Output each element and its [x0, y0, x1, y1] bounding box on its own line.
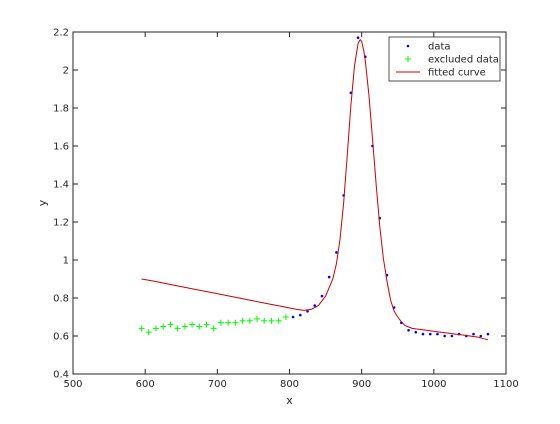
excluded-data-point — [181, 323, 188, 330]
series-fitted-curve — [141, 38, 489, 341]
data-point — [299, 313, 302, 317]
data-point — [313, 304, 317, 307]
y-tick-label: 1.4 — [53, 180, 69, 191]
data-point — [486, 332, 490, 336]
y-tick-label: 0.8 — [53, 294, 69, 305]
x-tick-label: 500 — [63, 379, 82, 390]
excluded-data-point — [275, 317, 282, 324]
data-point — [428, 332, 432, 336]
x-tick-label: 1000 — [421, 379, 446, 390]
excluded-data-point — [232, 319, 239, 326]
legend-dot-swatch — [406, 44, 410, 48]
data-point — [320, 294, 324, 298]
excluded-data-point — [203, 321, 210, 328]
data-point — [414, 330, 418, 334]
series-excluded-data — [138, 314, 289, 336]
series-layer — [138, 36, 490, 341]
legend-label: fitted curve — [428, 68, 486, 79]
excluded-data-point — [189, 321, 196, 328]
x-axis-label: x — [286, 394, 293, 407]
excluded-data-point — [210, 325, 217, 332]
legend-items: data excluded data fitted curve — [396, 42, 499, 79]
legend: data excluded data fitted curve — [388, 36, 501, 82]
excluded-data-point — [268, 317, 275, 324]
excluded-data-point — [138, 325, 145, 332]
legend-plus-swatch — [405, 56, 411, 62]
excluded-data-point — [239, 317, 246, 324]
x-axis-ticks: 500 600 700 800 900 1000 1100 — [63, 32, 519, 390]
legend-entry-fitted-curve: fitted curve — [396, 68, 486, 79]
excluded-data-point — [246, 317, 253, 324]
y-tick-label: 1.2 — [53, 218, 69, 229]
excluded-data-point — [160, 323, 167, 330]
x-tick-label: 700 — [208, 379, 227, 390]
data-point — [436, 332, 439, 336]
excluded-data-point — [167, 321, 174, 328]
x-tick-label: 1100 — [493, 379, 518, 390]
y-tick-label: 0.6 — [53, 332, 69, 343]
data-point — [356, 36, 360, 39]
x-tick-label: 900 — [352, 379, 371, 390]
data-point — [306, 310, 309, 313]
y-tick-label: 2.2 — [53, 28, 69, 39]
legend-entry-data: data — [406, 42, 451, 53]
y-tick-label: 1.8 — [53, 104, 69, 115]
data-point — [407, 329, 410, 332]
excluded-data-point — [174, 325, 181, 332]
x-tick-label: 600 — [136, 379, 155, 390]
data-point — [291, 315, 295, 319]
y-tick-label: 1 — [63, 256, 69, 267]
legend-label: data — [428, 42, 451, 53]
data-point — [450, 334, 454, 338]
data-point — [421, 332, 425, 336]
plot-background — [73, 32, 506, 374]
excluded-data-point — [217, 319, 224, 326]
excluded-data-point — [261, 317, 268, 324]
legend-label: excluded data — [428, 55, 499, 66]
y-axis-label: y — [36, 199, 49, 206]
y-axis-ticks: 0.4 0.6 0.8 1 1.2 1.4 1.6 1.8 2 2.2 — [53, 28, 506, 381]
excluded-data-point — [254, 315, 261, 322]
plot-area — [72, 31, 507, 375]
excluded-data-point — [196, 323, 203, 330]
legend-entry-excluded-data: excluded data — [405, 55, 499, 66]
data-point — [472, 332, 475, 336]
y-tick-label: 0.4 — [53, 370, 69, 381]
fitted-curve-line — [141, 38, 489, 341]
excluded-data-point — [152, 325, 159, 332]
y-tick-label: 1.6 — [53, 142, 69, 153]
excluded-data-point — [145, 329, 152, 336]
data-point — [479, 334, 483, 338]
excluded-data-point — [225, 319, 232, 326]
x-tick-label: 800 — [280, 379, 299, 390]
excluded-data-point — [282, 314, 289, 320]
data-point — [443, 334, 446, 338]
data-point — [327, 275, 331, 279]
y-tick-label: 2 — [63, 66, 69, 77]
data-point — [335, 251, 338, 254]
